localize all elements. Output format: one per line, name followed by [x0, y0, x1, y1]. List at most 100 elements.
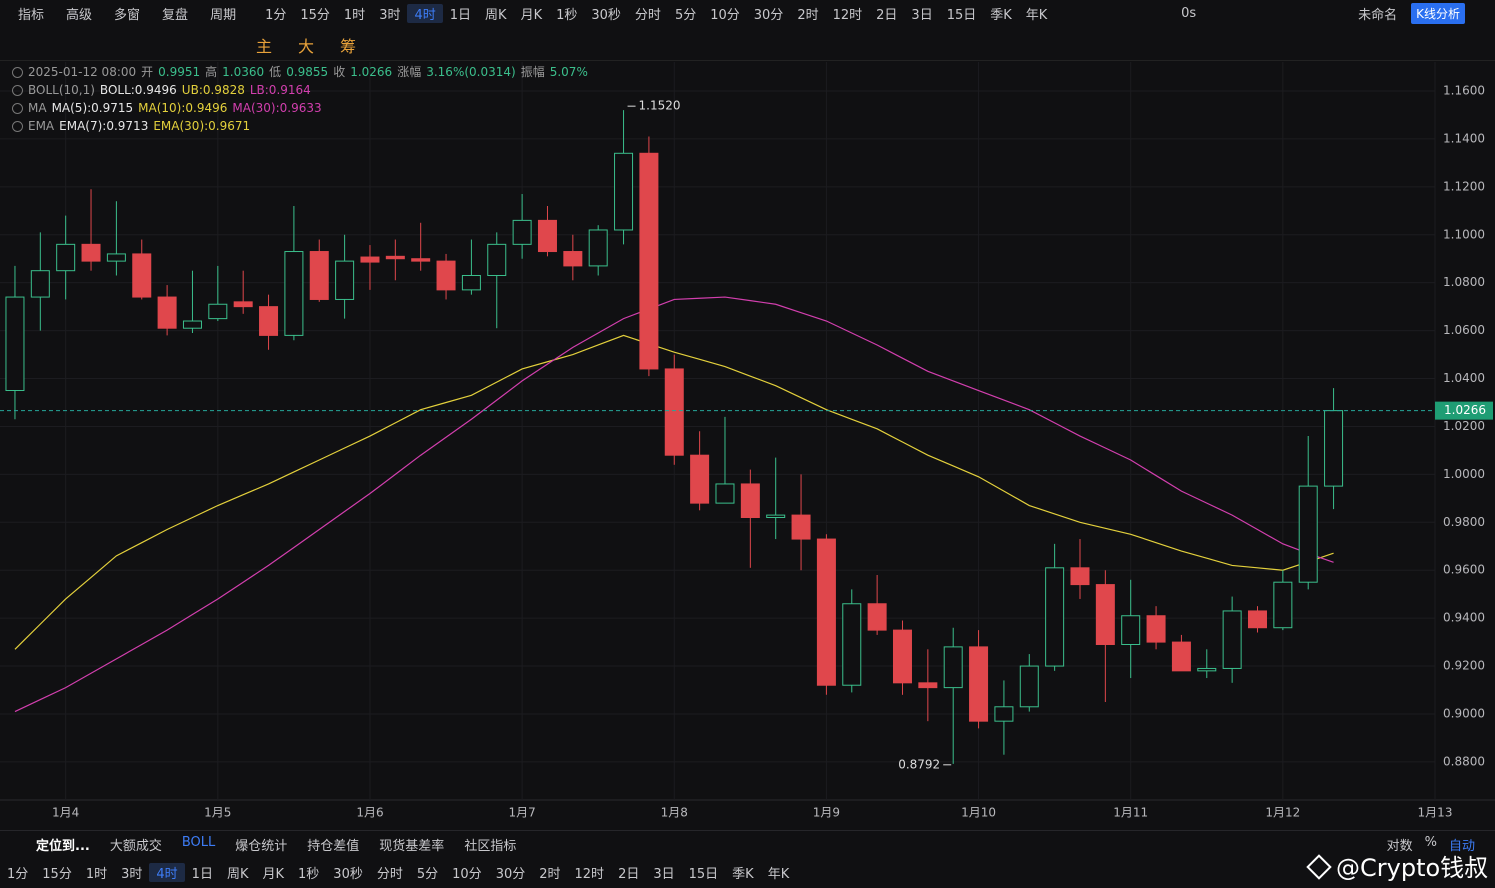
period-button[interactable]: 分时: [376, 866, 403, 882]
candle-body: [335, 260, 355, 300]
period-button[interactable]: 5分: [416, 866, 439, 882]
bottom-button[interactable]: 社区指标: [464, 838, 517, 854]
period-button[interactable]: 3时: [379, 7, 401, 23]
period-button[interactable]: 15日: [946, 7, 977, 23]
candle-body: [360, 256, 380, 263]
period-button[interactable]: 3日: [911, 7, 933, 23]
period-button[interactable]: 3日: [653, 866, 675, 882]
toolbar-button[interactable]: 指标: [18, 7, 45, 23]
period-button[interactable]: 30分: [495, 866, 526, 882]
candle-body: [461, 274, 481, 291]
toolbar-button[interactable]: 复盘: [162, 7, 189, 23]
candle-body: [1247, 610, 1267, 629]
logo: [1306, 854, 1332, 880]
period-button[interactable]: 15分: [42, 866, 72, 882]
layout-name[interactable]: 未命名: [1358, 7, 1398, 23]
period-button[interactable]: 15分: [300, 7, 330, 23]
y-tick-label: 1.1000: [1443, 227, 1485, 241]
period-button[interactable]: 10分: [710, 7, 740, 23]
period-button[interactable]: 3时: [121, 866, 143, 882]
period-button[interactable]: 年K: [767, 866, 790, 882]
period-button[interactable]: 周K: [485, 7, 507, 23]
period-button[interactable]: 1时: [85, 866, 108, 882]
bottom-button[interactable]: BOLL: [181, 834, 216, 850]
legend: 2025-01-12 08:00 开 0.9951 高 1.0360 低 0.9855 收 1.…: [12, 63, 588, 135]
period-button[interactable]: 季K: [732, 866, 754, 882]
candle-body: [106, 253, 126, 262]
period-button[interactable]: 4时: [407, 3, 443, 23]
bottom-button[interactable]: 爆仓统计: [235, 838, 288, 854]
bottom-option[interactable]: 自动: [1448, 838, 1475, 854]
indicator-value: BOLL:0.9496: [99, 83, 177, 97]
bottom-option[interactable]: %: [1424, 834, 1437, 850]
period-button[interactable]: 30秒: [591, 7, 621, 23]
period-button[interactable]: 15日: [688, 866, 719, 882]
indicator-name: MA: [28, 101, 47, 115]
analysis-button[interactable]: K线分析: [1411, 2, 1465, 24]
bottom-button[interactable]: 现货基差率: [379, 838, 445, 854]
y-tick-label: 0.9800: [1443, 515, 1485, 529]
period-button[interactable]: 5分: [674, 7, 697, 23]
y-tick-label: 1.1600: [1443, 83, 1485, 97]
period-button[interactable]: 12时: [832, 7, 863, 23]
indicator-line: [14, 296, 1334, 713]
candle-body: [1095, 584, 1115, 645]
x-tick-label: 1月11: [1113, 806, 1148, 820]
period-button[interactable]: 1秒: [556, 7, 578, 23]
period-button[interactable]: 1分: [7, 866, 29, 882]
x-tick-label: 1月4: [52, 806, 79, 820]
period-button[interactable]: 2时: [797, 7, 819, 23]
candle-body: [537, 219, 557, 253]
period-button[interactable]: 12时: [574, 866, 605, 882]
period-button[interactable]: 2时: [539, 866, 561, 882]
period-button[interactable]: 1秒: [298, 866, 320, 882]
legend-label: 低: [269, 65, 282, 79]
period-button[interactable]: 1日: [191, 866, 213, 882]
period-button[interactable]: 分时: [634, 7, 661, 23]
period-list: 1分 15分 1时 3时 4时 1日 周K 月K 1秒 30秒 分时 5分 10分 30分 2时 12时 2日 3…: [0, 862, 796, 882]
candle-body: [284, 251, 304, 336]
period-button[interactable]: 2日: [618, 866, 640, 882]
period-button[interactable]: 30分: [753, 7, 784, 23]
period-button[interactable]: 2日: [876, 7, 898, 23]
candle-body: [791, 514, 811, 540]
x-tick-label: 1月12: [1265, 806, 1300, 820]
period-button[interactable]: 30秒: [333, 866, 363, 882]
toolbar-button[interactable]: 周期: [210, 7, 237, 23]
y-tick-label: 1.0600: [1443, 323, 1485, 337]
indicator-value: MA(5):0.9715: [51, 101, 134, 115]
period-button[interactable]: 1日: [449, 7, 472, 23]
period-button[interactable]: 1分: [265, 7, 287, 23]
candle-body: [259, 306, 279, 336]
icon: [12, 120, 23, 132]
toolbar-button[interactable]: 多窗: [114, 7, 141, 23]
period-button[interactable]: 4时: [149, 862, 185, 882]
period-button[interactable]: 周K: [226, 866, 249, 882]
legend-value: 1.0266: [350, 65, 393, 79]
bottom-button[interactable]: 持仓差值: [307, 838, 360, 854]
period-button[interactable]: 月K: [520, 7, 543, 23]
legend-value: 3.16%(0.0314): [426, 65, 516, 79]
indicator-value: MA(30):0.9633: [232, 101, 322, 115]
legend-label: 开: [141, 65, 154, 79]
candle-body: [740, 483, 760, 518]
period-button[interactable]: 10分: [452, 866, 482, 882]
bottom-button[interactable]: 大额成交: [109, 838, 162, 854]
chart-tool[interactable]: 大: [298, 37, 315, 56]
period-button[interactable]: 月K: [262, 866, 285, 882]
bottom-button[interactable]: 定位到...: [36, 838, 90, 854]
period-button[interactable]: 1时: [343, 7, 366, 23]
legend-row: 2025-01-12 08:00 开 0.9951 高 1.0360 低 0.9855 收 1.…: [12, 63, 588, 81]
candle-body: [690, 454, 710, 504]
toolbar-button[interactable]: 高级: [66, 7, 93, 23]
indicator-value: EMA(7):0.9713: [59, 119, 149, 133]
chart-tool[interactable]: 主: [256, 37, 273, 56]
bottom-option[interactable]: 对数: [1386, 838, 1413, 854]
period-button[interactable]: 季K: [990, 7, 1012, 23]
period-button[interactable]: 年K: [1025, 7, 1048, 23]
chart-tool[interactable]: 筹: [340, 37, 357, 56]
indicator-name: EMA: [28, 119, 55, 133]
legend-row: MA MA(5):0.9715 MA(10):0.9496 MA(30):0.9633: [12, 99, 588, 117]
candle-body: [1273, 581, 1293, 629]
y-tick-label: 1.0200: [1443, 419, 1485, 433]
